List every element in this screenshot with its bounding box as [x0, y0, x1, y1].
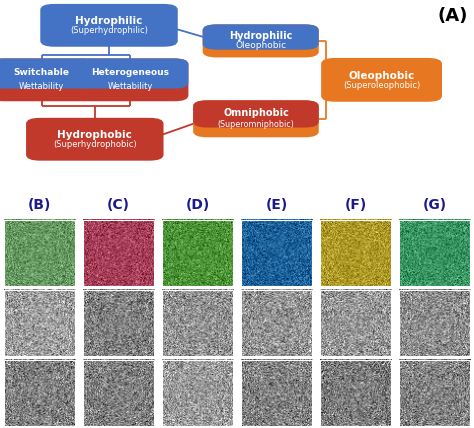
Text: Switchable: Switchable — [14, 68, 70, 77]
Bar — [399, 360, 470, 426]
Bar — [162, 360, 233, 426]
Text: Oleophobic: Oleophobic — [235, 41, 286, 50]
Bar — [86, 64, 174, 80]
Text: (C): (C) — [107, 198, 130, 212]
FancyBboxPatch shape — [0, 59, 94, 89]
Text: Oleophobic: Oleophobic — [348, 71, 415, 80]
Bar — [241, 290, 312, 356]
FancyBboxPatch shape — [72, 59, 189, 101]
Bar — [4, 290, 75, 356]
FancyBboxPatch shape — [321, 58, 442, 102]
Text: (D): (D) — [185, 198, 210, 212]
Text: Heterogeneous: Heterogeneous — [91, 68, 169, 77]
Bar — [83, 360, 154, 426]
Text: (Superomniphobic): (Superomniphobic) — [218, 120, 294, 129]
Text: (B): (B) — [28, 198, 51, 212]
Bar — [83, 290, 154, 356]
Bar — [399, 220, 470, 286]
Text: (F): (F) — [345, 198, 366, 212]
Bar — [208, 106, 304, 119]
Bar — [4, 64, 80, 80]
Text: Hydrophilic: Hydrophilic — [229, 31, 292, 41]
Bar — [241, 360, 312, 426]
Text: Wettability: Wettability — [108, 82, 153, 91]
Text: (G): (G) — [422, 198, 447, 212]
Text: (Superoleophobic): (Superoleophobic) — [343, 81, 420, 90]
Bar — [217, 30, 305, 41]
Bar — [4, 220, 75, 286]
Bar — [241, 220, 312, 286]
Bar — [320, 290, 391, 356]
Text: (E): (E) — [265, 198, 288, 212]
Text: (Superhydrophobic): (Superhydrophobic) — [53, 140, 137, 149]
Bar — [162, 290, 233, 356]
Text: Omniphobic: Omniphobic — [223, 108, 289, 118]
Text: Hydrophobic: Hydrophobic — [57, 130, 132, 140]
Bar — [4, 360, 75, 426]
FancyBboxPatch shape — [193, 100, 319, 128]
Bar — [83, 220, 154, 286]
Text: Hydrophilic: Hydrophilic — [75, 16, 143, 26]
Bar — [320, 360, 391, 426]
Text: Wettability: Wettability — [19, 82, 64, 91]
FancyBboxPatch shape — [0, 59, 94, 101]
FancyBboxPatch shape — [202, 24, 319, 50]
Bar — [399, 290, 470, 356]
Bar — [320, 220, 391, 286]
Text: (Superhydrophilic): (Superhydrophilic) — [70, 26, 148, 35]
FancyBboxPatch shape — [40, 4, 178, 47]
Text: (A): (A) — [438, 6, 468, 24]
FancyBboxPatch shape — [72, 59, 189, 89]
FancyBboxPatch shape — [202, 24, 319, 57]
FancyBboxPatch shape — [26, 118, 164, 160]
FancyBboxPatch shape — [193, 100, 319, 137]
Bar — [162, 220, 233, 286]
